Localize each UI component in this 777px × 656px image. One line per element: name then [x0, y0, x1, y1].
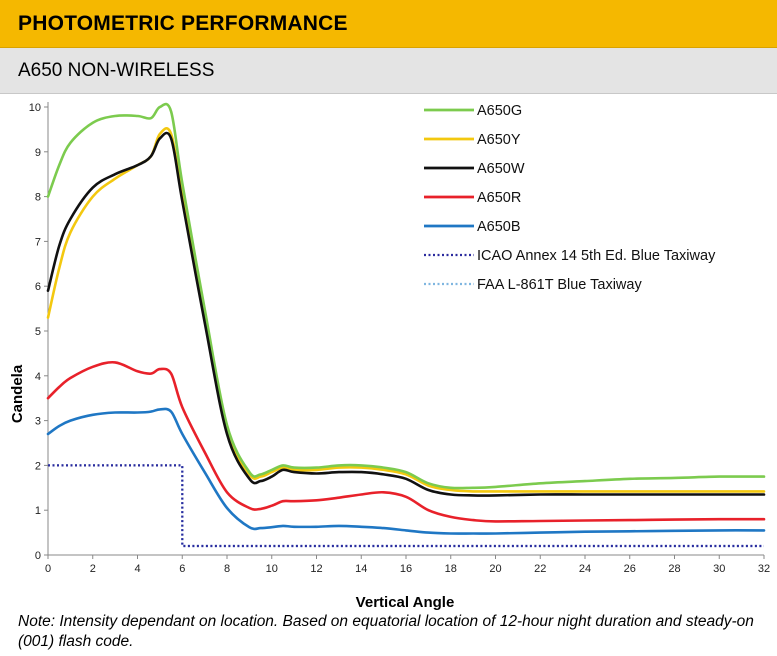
series-line-a650w	[46, 131, 766, 497]
series-line-icao-annex-14-5th-ed-blue-taxiway	[48, 464, 764, 548]
photometric-chart: 0 2 4 6 8 10 12 14 16 18 20 22 24 26 28 30 3201234567891…	[9, 102, 770, 611]
legend-label-a650w: A650W	[477, 161, 525, 177]
footnote: Note: Intensity dependant on location. B…	[18, 613, 754, 650]
y-tick-label: 2	[35, 460, 41, 472]
y-tick-label: 10	[29, 102, 41, 114]
x-tick-label: 26	[624, 563, 636, 575]
y-tick-label: 1	[35, 505, 41, 517]
series-line-a650g	[46, 102, 766, 490]
y-tick-label: 0	[35, 550, 41, 562]
x-tick-label: 18	[445, 563, 457, 575]
legend-label-a650b: A650B	[477, 219, 521, 235]
y-tick-label: 6	[35, 281, 41, 293]
x-tick-label: 12	[310, 563, 322, 575]
x-tick-label: 24	[579, 563, 591, 575]
legend-label-a650y: A650Y	[477, 132, 521, 148]
x-tick-label: 6	[179, 563, 185, 575]
x-tick-label: 10	[266, 563, 278, 575]
x-tick-label: 2	[90, 563, 96, 575]
legend-label-icao-annex-14-5th-ed-blue-taxiway: ICAO Annex 14 5th Ed. Blue Taxiway	[477, 248, 716, 264]
x-tick-label: 20	[489, 563, 501, 575]
x-tick-label: 16	[400, 563, 412, 575]
y-tick-label: 3	[35, 416, 41, 428]
legend-label-a650r: A650R	[477, 190, 521, 206]
y-tick-label: 4	[35, 371, 41, 383]
chart-series	[46, 102, 766, 548]
y-tick-label: 9	[35, 147, 41, 159]
legend-label-a650g: A650G	[477, 103, 522, 119]
x-tick-label: 8	[224, 563, 230, 575]
series-line-a650y	[46, 127, 766, 493]
x-tick-label: 32	[758, 563, 770, 575]
series-line-a650r	[46, 360, 766, 523]
chart-axes: 0 2 4 6 8 10 12 14 16 18 20 22 24 26 28 30 3201234567891…	[29, 102, 770, 575]
section-header: PHOTOMETRIC PERFORMANCE	[0, 0, 777, 48]
y-tick-label: 7	[35, 236, 41, 248]
y-tick-label: 8	[35, 192, 41, 204]
x-tick-label: 22	[534, 563, 546, 575]
x-tick-label: 30	[713, 563, 725, 575]
legend-label-faa-l-861t-blue-taxiway: FAA L-861T Blue Taxiway	[477, 277, 642, 293]
sub-header: A650 NON-WIRELESS	[0, 48, 777, 94]
section-subtitle: A650 NON-WIRELESS	[18, 60, 215, 81]
y-axis-label: Candela	[9, 364, 26, 423]
x-tick-label: 4	[134, 563, 140, 575]
x-axis-label: Vertical Angle	[356, 594, 455, 611]
x-tick-label: 28	[668, 563, 680, 575]
x-tick-label: 0	[45, 563, 51, 575]
section-title: PHOTOMETRIC PERFORMANCE	[18, 12, 348, 35]
y-tick-label: 5	[35, 326, 41, 338]
series-line-a650b	[46, 407, 766, 535]
x-tick-label: 14	[355, 563, 367, 575]
chart-legend: A650G A650Y A650W A650R A650B ICAO Annex 14 5…	[424, 103, 716, 293]
